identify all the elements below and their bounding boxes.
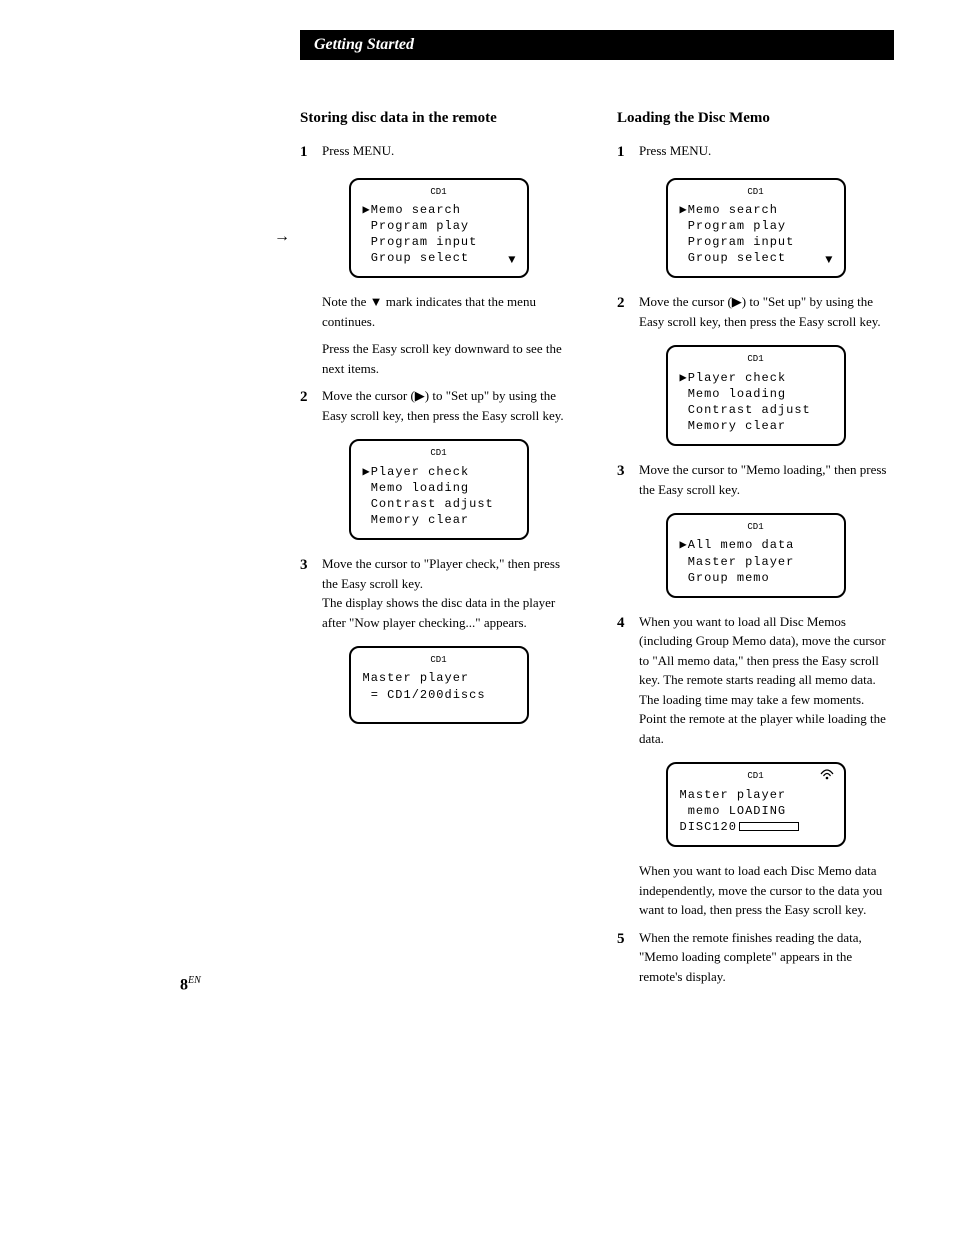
step-text-b: The display shows the disc data in the p… xyxy=(322,595,555,630)
step-number: 5 xyxy=(617,928,639,987)
lcd-label: CD1 xyxy=(680,186,832,198)
lcd-line: = CD1/200discs xyxy=(363,687,515,703)
lcd-display: CD1 ▶Player check Memo loading Contrast … xyxy=(349,439,529,540)
right-step-4: 4 When you want to load all Disc Memos (… xyxy=(617,612,894,749)
step-text: Press MENU. xyxy=(639,141,894,164)
step-text: When the remote finishes reading the dat… xyxy=(639,928,894,987)
lcd-line: ▶Player check xyxy=(680,370,832,386)
lcd-label: CD1 xyxy=(680,770,832,782)
lcd-line: Program play xyxy=(363,218,515,234)
lcd-label: CD1 xyxy=(363,186,515,198)
lcd-display: CD1 ▶Memo search Program play Program in… xyxy=(666,178,846,279)
step-text: When you want to load all Disc Memos (in… xyxy=(639,612,894,749)
lcd-label: CD1 xyxy=(680,353,832,365)
lcd-line: ▶All memo data xyxy=(680,537,832,553)
note-text: Press the Easy scroll key downward to se… xyxy=(322,339,577,378)
lcd-line: Program input xyxy=(363,234,515,250)
lcd-wrap: CD1 ▶Memo search Program play Program in… xyxy=(617,178,894,279)
manual-page: Getting Started Storing disc data in the… xyxy=(0,0,954,1034)
left-title: Storing disc data in the remote xyxy=(300,110,577,127)
right-step-5: 5 When the remote finishes reading the d… xyxy=(617,928,894,987)
lcd-label: CD1 xyxy=(363,654,515,666)
lcd-display: CD1 Master player memo LOADING DISC120 xyxy=(666,762,846,847)
left-step-2: 2 Move the cursor (▶) to "Set up" by usi… xyxy=(300,386,577,425)
step-number: 2 xyxy=(617,292,639,331)
step-text-a: Move the cursor to "Player check," then … xyxy=(322,556,560,591)
lcd-display: CD1 ▶All memo data Master player Group m… xyxy=(666,513,846,598)
page-number: 8EN xyxy=(180,975,201,994)
lcd-wrap: → CD1 ▶Memo search Program play Program … xyxy=(300,178,577,279)
right-column: Loading the Disc Memo 1 Press MENU. CD1 … xyxy=(617,110,894,994)
disc-label: DISC120 xyxy=(680,820,737,834)
lcd-label: CD1 xyxy=(363,447,515,459)
step-text: Move the cursor (▶) to "Set up" by using… xyxy=(322,386,577,425)
lcd-line: Contrast adjust xyxy=(680,402,832,418)
lcd-line: Program play xyxy=(680,218,832,234)
step-number: 4 xyxy=(617,612,639,749)
lcd-display: CD1 ▶Player check Memo loading Contrast … xyxy=(666,345,846,446)
step-number: 1 xyxy=(300,141,322,164)
lcd-line: Group select xyxy=(363,250,515,266)
lcd-line: Master player xyxy=(363,670,515,686)
lcd-line: Master player xyxy=(680,787,832,803)
right-step-1: 1 Press MENU. xyxy=(617,141,894,164)
more-down-icon: ▼ xyxy=(508,252,516,268)
progress-bar xyxy=(739,822,799,831)
lcd-wrap: CD1 ▶Player check Memo loading Contrast … xyxy=(300,439,577,540)
lcd-line: Memory clear xyxy=(363,512,515,528)
note-text: When you want to load each Disc Memo dat… xyxy=(639,861,894,920)
transmit-icon xyxy=(820,769,834,787)
lcd-display: CD1 Master player = CD1/200discs xyxy=(349,646,529,724)
right-step-3: 3 Move the cursor to "Memo loading," the… xyxy=(617,460,894,499)
left-step-3: 3 Move the cursor to "Player check," the… xyxy=(300,554,577,632)
lcd-line: Master player xyxy=(680,554,832,570)
step-number: 3 xyxy=(617,460,639,499)
lcd-line: ▶Memo search xyxy=(363,202,515,218)
section-header: Getting Started xyxy=(300,30,894,60)
pointer-arrow-icon: → xyxy=(274,228,290,246)
lcd-line: Contrast adjust xyxy=(363,496,515,512)
step-text: Move the cursor to "Player check," then … xyxy=(322,554,577,632)
lcd-label: CD1 xyxy=(680,521,832,533)
lcd-line: ▶Memo search xyxy=(680,202,832,218)
right-title: Loading the Disc Memo xyxy=(617,110,894,127)
note-text: Note the ▼ mark indicates that the menu … xyxy=(322,292,577,331)
step-number: 1 xyxy=(617,141,639,164)
right-step-2: 2 Move the cursor (▶) to "Set up" by usi… xyxy=(617,292,894,331)
step-number: 2 xyxy=(300,386,322,425)
lcd-line: Group select xyxy=(680,250,832,266)
lcd-line: Memory clear xyxy=(680,418,832,434)
lcd-line: ▶Player check xyxy=(363,464,515,480)
lcd-wrap: CD1 Master player memo LOADING DISC120 xyxy=(617,762,894,847)
step-number: 3 xyxy=(300,554,322,632)
step-text: Move the cursor to "Memo loading," then … xyxy=(639,460,894,499)
left-step-1: 1 Press MENU. xyxy=(300,141,577,164)
lcd-wrap: CD1 ▶Player check Memo loading Contrast … xyxy=(617,345,894,446)
lcd-display: CD1 ▶Memo search Program play Program in… xyxy=(349,178,529,279)
lcd-wrap: CD1 ▶All memo data Master player Group m… xyxy=(617,513,894,598)
step-text: Press MENU. xyxy=(322,141,577,164)
lcd-line: DISC120 xyxy=(680,819,832,835)
step-text: Move the cursor (▶) to "Set up" by using… xyxy=(639,292,894,331)
page-number-value: 8 xyxy=(180,976,188,993)
two-column-layout: Storing disc data in the remote 1 Press … xyxy=(300,110,894,994)
more-down-icon: ▼ xyxy=(825,252,833,268)
lcd-line: Memo loading xyxy=(680,386,832,402)
lcd-wrap: CD1 Master player = CD1/200discs xyxy=(300,646,577,724)
lcd-line: Memo loading xyxy=(363,480,515,496)
page-number-lang: EN xyxy=(188,975,201,986)
lcd-line: Group memo xyxy=(680,570,832,586)
left-column: Storing disc data in the remote 1 Press … xyxy=(300,110,577,994)
lcd-line: Program input xyxy=(680,234,832,250)
lcd-line: memo LOADING xyxy=(680,803,832,819)
